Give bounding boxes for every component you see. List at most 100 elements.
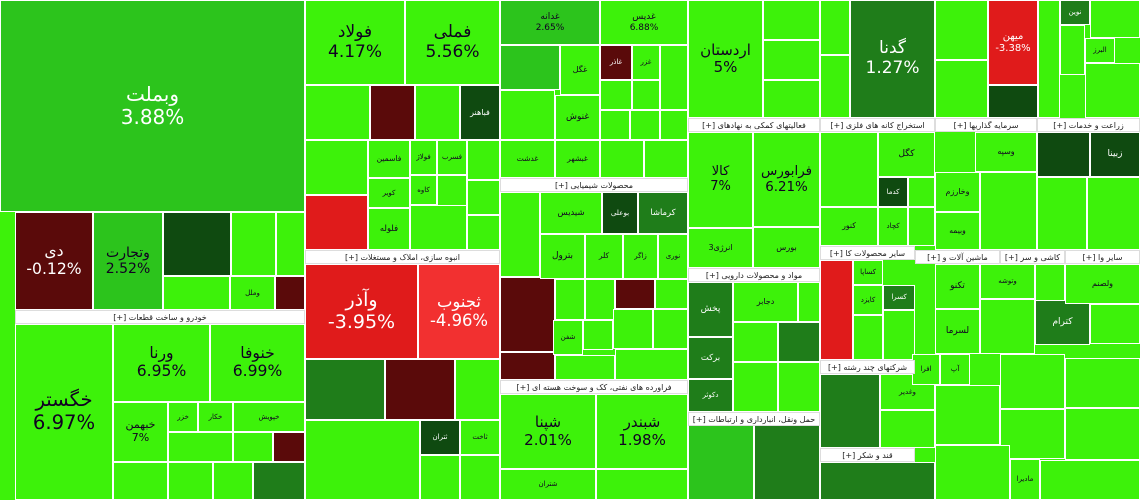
sector-header[interactable]: حمل ونقل، انبارداری و ارتباطات [+]: [688, 412, 820, 426]
stock-tile[interactable]: شبندر 1.98%: [596, 394, 688, 469]
stock-tile[interactable]: پخش: [688, 282, 733, 337]
stock-tile[interactable]: دی -0.12%: [15, 212, 93, 310]
stock-tile[interactable]: غدانه 2.65%: [500, 0, 600, 45]
stock-tile[interactable]: کگل: [878, 132, 935, 177]
stock-tile[interactable]: غگل: [560, 45, 600, 95]
stock-tile[interactable]: فسرب: [437, 140, 467, 175]
stock-tile[interactable]: وخارزم: [935, 172, 980, 212]
sector-header[interactable]: کاشی و سر [+]: [1000, 250, 1065, 264]
stock-name: بوعلی: [610, 207, 630, 217]
stock-tile[interactable]: غنوش: [555, 95, 600, 140]
sector-header[interactable]: فعالیتهای کمکی به نهادهای [+]: [688, 118, 820, 132]
stock-tile[interactable]: ثاخت: [460, 420, 500, 455]
stock-tile[interactable]: وملل: [230, 276, 275, 310]
stock-name: زاگر: [634, 252, 647, 261]
stock-tile[interactable]: خبهمن 7%: [113, 402, 168, 462]
stock-tile[interactable]: وآذر -3.95%: [305, 264, 418, 359]
stock-tile[interactable]: کدما: [878, 177, 908, 207]
tile: [467, 215, 500, 250]
sector-header[interactable]: خودرو و ساخت قطعات [+]: [15, 310, 305, 324]
stock-tile[interactable]: کلر: [585, 234, 623, 279]
stock-tile[interactable]: ثتران: [420, 420, 460, 455]
stock-tile[interactable]: شفن: [553, 320, 583, 355]
stock-tile[interactable]: کترام: [1035, 300, 1090, 345]
stock-name: میهن: [1002, 31, 1024, 42]
stock-tile[interactable]: خگستر 6.97%: [15, 324, 113, 500]
stock-tile[interactable]: فلوله: [368, 208, 410, 250]
stock-tile[interactable]: ثجنوب -4.96%: [418, 264, 500, 359]
stock-tile[interactable]: بترول: [540, 234, 585, 279]
tile: [1037, 177, 1087, 250]
sector-header[interactable]: شرکتهای چند رشته [+]: [820, 360, 915, 374]
stock-tile[interactable]: کاوه: [410, 175, 437, 205]
tile: [370, 85, 415, 140]
stock-tile[interactable]: مادیرا: [1010, 459, 1040, 500]
stock-tile[interactable]: ورنا 6.95%: [113, 324, 210, 402]
stock-tile[interactable]: خپویش: [233, 402, 305, 432]
stock-tile[interactable]: بوعلی: [602, 192, 638, 234]
stock-tile[interactable]: کنور: [820, 207, 878, 246]
stock-tile[interactable]: تکنو: [935, 264, 980, 309]
stock-tile[interactable]: خنوفا 6.99%: [210, 324, 305, 402]
stock-tile[interactable]: شپنا 2.01%: [500, 394, 596, 469]
stock-tile[interactable]: کرماشا: [638, 192, 688, 234]
sector-header[interactable]: فراورده های نفتی، کک و سوخت هسته ای [+]: [500, 380, 688, 394]
stock-tile[interactable]: اردستان 5%: [688, 0, 763, 118]
stock-tile[interactable]: کویر: [368, 178, 410, 208]
stock-tile[interactable]: دجابر: [733, 282, 798, 322]
stock-change: 3.88%: [120, 105, 185, 129]
stock-tile[interactable]: کسرا: [883, 285, 915, 310]
stock-tile[interactable]: بورس: [753, 227, 820, 268]
stock-tile[interactable]: غدشت: [500, 140, 555, 178]
stock-tile[interactable]: وتوشه: [980, 264, 1035, 299]
stock-tile[interactable]: وتجارت 2.52%: [93, 212, 163, 310]
sector-header[interactable]: انبوه سازی، املاک و مستغلات [+]: [305, 250, 500, 264]
stock-tile[interactable]: گدنا 1.27%: [850, 0, 935, 118]
sector-header[interactable]: استخراج کانه های فلزی [+]: [820, 118, 935, 132]
stock-tile[interactable]: آپ: [940, 354, 970, 385]
sector-header[interactable]: سرمایه گذاریها [+]: [935, 118, 1037, 132]
stock-tile[interactable]: فرابورس 6.21%: [753, 132, 820, 227]
stock-tile[interactable]: وبیمه: [935, 212, 980, 250]
stock-tile[interactable]: شتران: [500, 469, 596, 500]
stock-tile[interactable]: ولصنم: [1065, 264, 1140, 304]
stock-tile[interactable]: فباهنر: [460, 85, 500, 140]
sector-header[interactable]: مواد و محصولات دارویی [+]: [688, 268, 820, 282]
sector-header[interactable]: ماشین آلات و [+]: [915, 250, 1000, 264]
stock-tile[interactable]: لسرما: [935, 309, 980, 354]
stock-tile[interactable]: فملی 5.56%: [405, 0, 500, 85]
sector-header[interactable]: قند و شکر [+]: [820, 448, 915, 462]
stock-tile[interactable]: وسپه: [975, 132, 1037, 172]
stock-tile[interactable]: غدیس 6.88%: [600, 0, 688, 45]
stock-tile[interactable]: کچاد: [878, 207, 908, 246]
stock-tile[interactable]: البرز: [1085, 38, 1115, 63]
stock-tile[interactable]: وبملت 3.88%: [0, 0, 305, 212]
stock-name: شپنا: [534, 413, 562, 432]
stock-tile[interactable]: کایزد: [853, 285, 883, 315]
stock-tile[interactable]: غزر: [632, 45, 660, 80]
stock-tile[interactable]: کساپا: [853, 260, 883, 285]
sector-header[interactable]: محصولات شیمیایی [+]: [500, 178, 688, 192]
stock-tile[interactable]: نوری: [658, 234, 688, 279]
sector-header[interactable]: سایر وا [+]: [1065, 250, 1140, 264]
stock-tile[interactable]: دکوثر: [688, 379, 733, 412]
stock-tile[interactable]: برکت: [688, 337, 733, 379]
stock-tile[interactable]: غاذر: [600, 45, 632, 80]
sector-header[interactable]: زراعت و خدمات [+]: [1037, 118, 1140, 132]
stock-tile[interactable]: انرژی3: [688, 228, 753, 268]
stock-tile[interactable]: شیدیس: [540, 192, 602, 234]
stock-tile[interactable]: فولاد 4.17%: [305, 0, 405, 85]
sector-header[interactable]: سایر محصولات کا [+]: [820, 246, 915, 260]
stock-tile[interactable]: خزر: [168, 402, 198, 432]
stock-tile[interactable]: خکار: [198, 402, 233, 432]
stock-tile[interactable]: فولاژ: [410, 140, 437, 175]
stock-tile[interactable]: نوین: [1060, 0, 1090, 25]
stock-tile[interactable]: کالا 7%: [688, 132, 753, 228]
stock-tile[interactable]: زبینا: [1090, 132, 1140, 177]
stock-tile[interactable]: زاگر: [623, 234, 658, 279]
stock-tile[interactable]: میهن -3.38%: [988, 0, 1038, 85]
stock-tile[interactable]: فاسمین: [368, 140, 410, 178]
stock-name: تکنو: [950, 281, 965, 292]
stock-tile[interactable]: غبشهر: [555, 140, 600, 178]
stock-tile[interactable]: افرا: [912, 354, 940, 385]
